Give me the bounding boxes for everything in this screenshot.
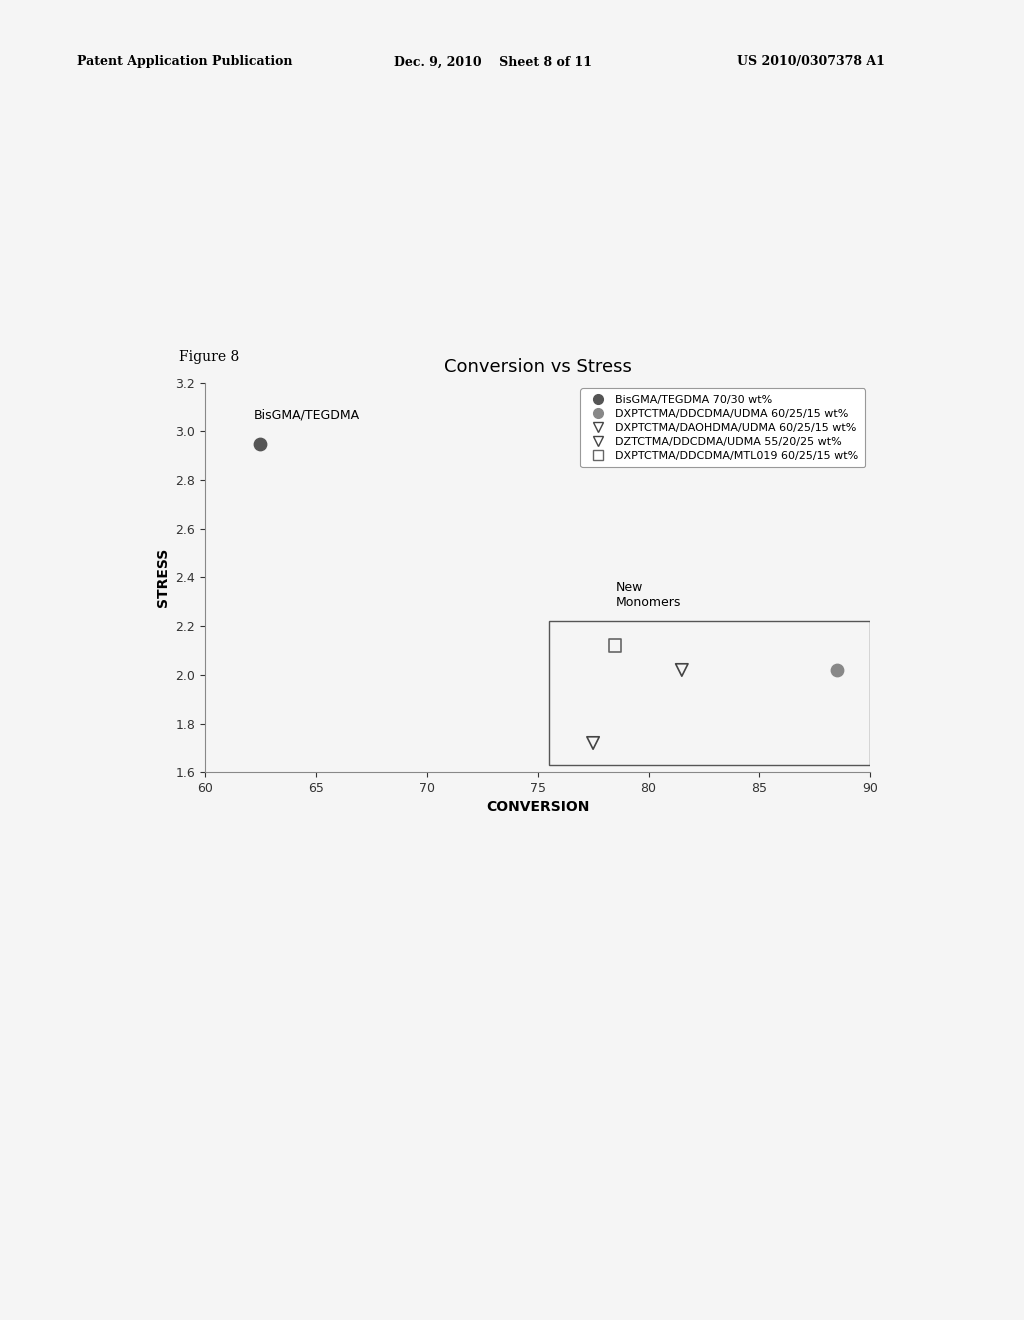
Bar xyxy=(549,622,870,764)
Text: Dec. 9, 2010    Sheet 8 of 11: Dec. 9, 2010 Sheet 8 of 11 xyxy=(394,55,592,69)
Title: Conversion vs Stress: Conversion vs Stress xyxy=(443,358,632,376)
Y-axis label: STRESS: STRESS xyxy=(156,548,170,607)
Point xyxy=(585,733,601,754)
Legend: BisGMA/TEGDMA 70/30 wt%, DXPTCTMA/DDCDMA/UDMA 60/25/15 wt%, DXPTCTMA/DAOHDMA/UDM: BisGMA/TEGDMA 70/30 wt%, DXPTCTMA/DDCDMA… xyxy=(581,388,865,467)
Text: New
Monomers: New Monomers xyxy=(615,581,681,609)
Text: Figure 8: Figure 8 xyxy=(179,350,240,364)
Point xyxy=(674,660,690,681)
Text: Patent Application Publication: Patent Application Publication xyxy=(77,55,292,69)
Point xyxy=(607,635,624,656)
Text: US 2010/0307378 A1: US 2010/0307378 A1 xyxy=(737,55,885,69)
X-axis label: CONVERSION: CONVERSION xyxy=(486,800,589,814)
Point xyxy=(829,660,846,681)
Point xyxy=(252,433,268,454)
Text: BisGMA/TEGDMA: BisGMA/TEGDMA xyxy=(254,409,359,422)
